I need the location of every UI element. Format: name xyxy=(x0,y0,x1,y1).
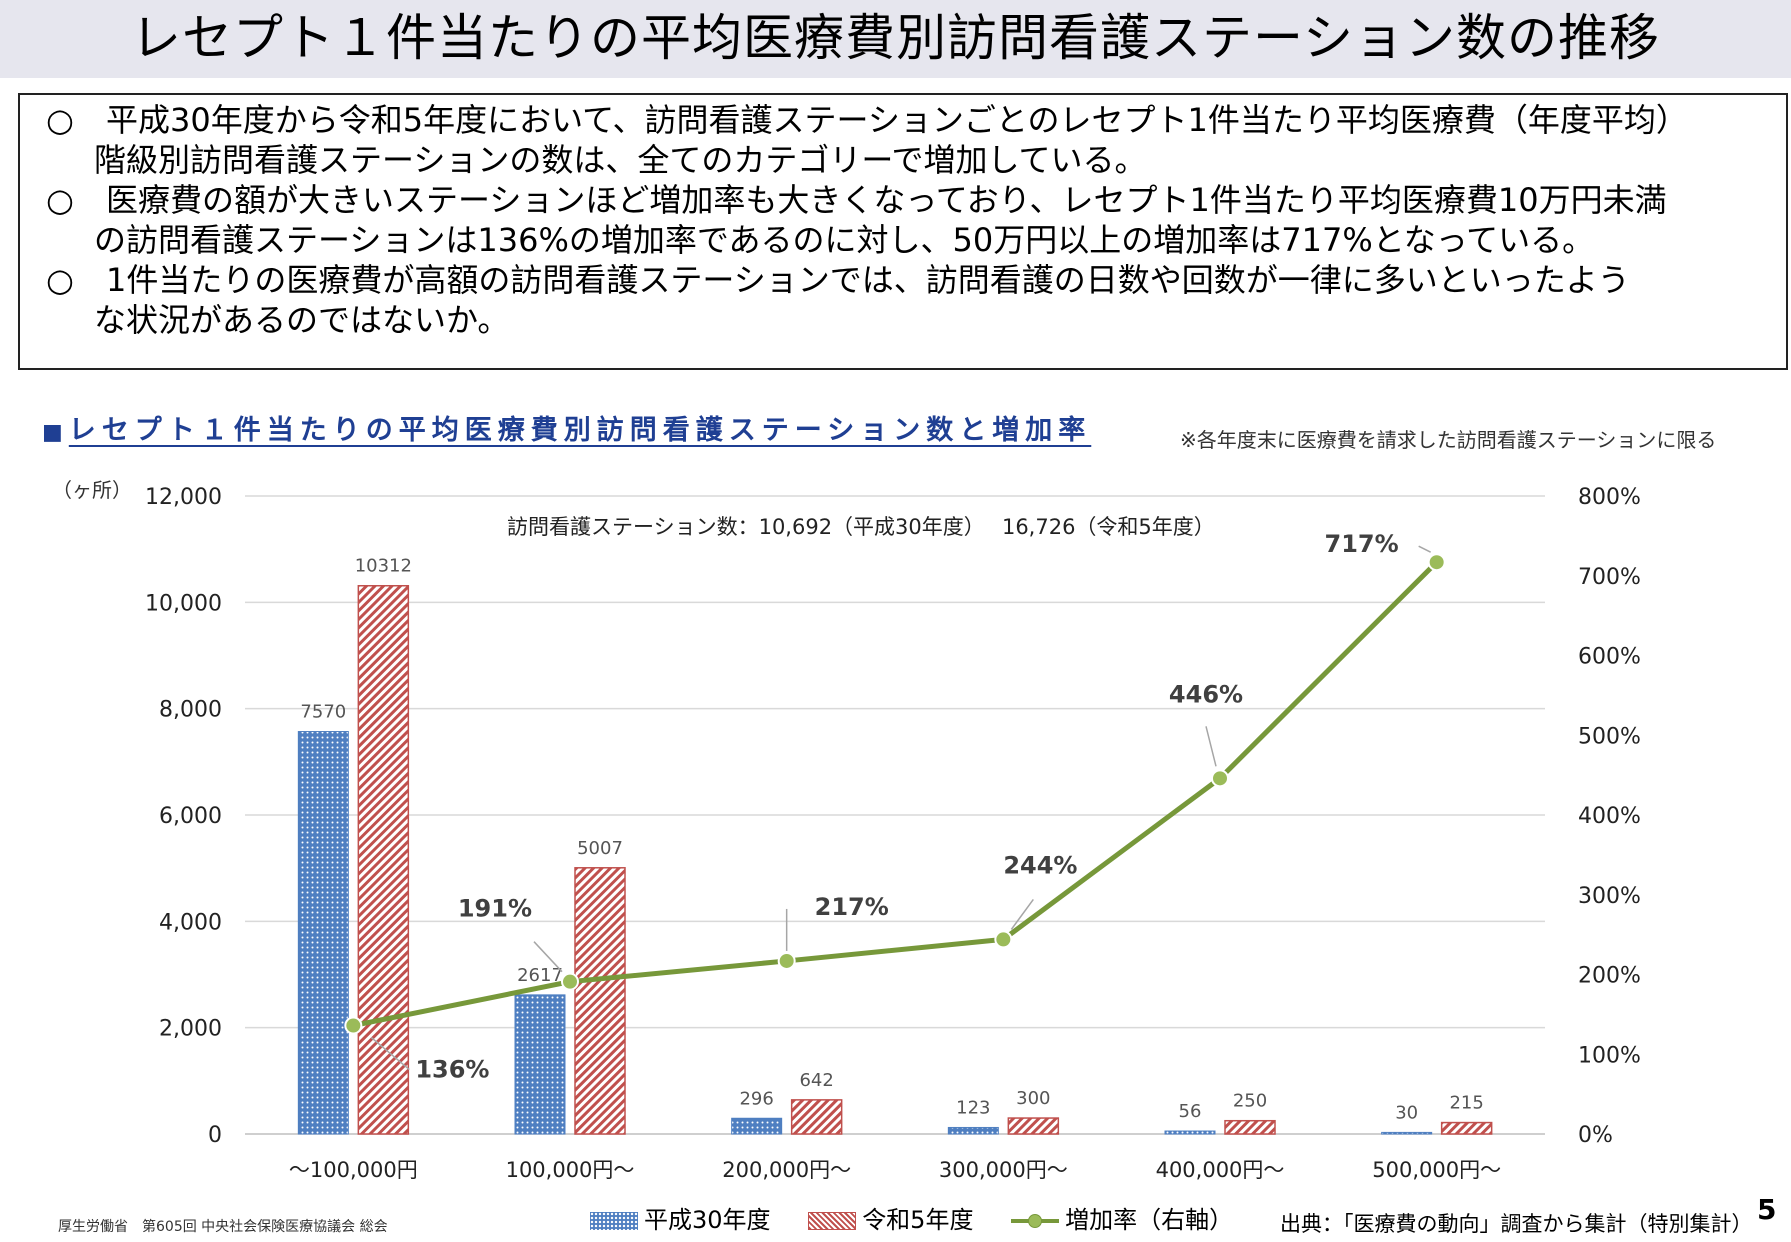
bar-r5 xyxy=(1440,1121,1493,1135)
leader-line xyxy=(370,1036,410,1071)
y2-tick-label: 400% xyxy=(1578,804,1641,829)
x-tick-label: 500,000円～ xyxy=(1372,1158,1501,1182)
summary-line-1: ○ 平成30年度から令和5年度において、訪問看護ステーションごとのレセプト1件当た… xyxy=(46,101,1688,139)
y-tick-label: 4,000 xyxy=(159,910,222,935)
rate-point xyxy=(994,930,1013,949)
legend-item-r5: 令和5年度 xyxy=(808,1200,973,1235)
leader-line xyxy=(1010,898,1034,930)
rate-label: 244% xyxy=(1003,851,1077,879)
summary-line-3: ○ 医療費の額が大きいステーションほど増加率も大きくなっており、レセプト1件当たり… xyxy=(46,181,1667,219)
y-tick-label: 6,000 xyxy=(159,804,222,829)
bar-label-r5: 10312 xyxy=(355,556,412,577)
chart-note: ※各年度末に医療費を請求した訪問看護ステーションに限る xyxy=(1180,428,1717,452)
bar-r5 xyxy=(1224,1119,1276,1135)
rate-point xyxy=(561,972,579,991)
footer-source: 出典：「医療費の動向」調査から集計（特別集計） xyxy=(1280,1212,1753,1236)
summary-box: ○ 平成30年度から令和5年度において、訪問看護ステーションごとのレセプト1件当た… xyxy=(18,93,1788,370)
bar-label-r5: 642 xyxy=(799,1070,833,1091)
summary-line-6: な状況があるのではないか。 xyxy=(94,301,510,339)
bar-r5 xyxy=(574,867,626,1135)
y-unit-label: （ヶ所） xyxy=(52,478,132,502)
y2-tick-label: 0% xyxy=(1578,1123,1613,1148)
y2-tick-label: 800% xyxy=(1578,485,1641,510)
bar-label-h30: 2617 xyxy=(517,965,563,986)
rate-label: 191% xyxy=(458,895,532,923)
square-icon: ■ xyxy=(42,420,63,445)
rate-point xyxy=(777,951,796,970)
chart-legend: 平成30年度 令和5年度 増加率（右軸） xyxy=(590,1200,1263,1235)
rate-label: 446% xyxy=(1169,680,1243,708)
x-tick-label: 300,000円～ xyxy=(939,1158,1068,1182)
y2-tick-label: 200% xyxy=(1578,964,1641,989)
chart-heading-text: レセプト１件当たりの平均医療費別訪問看護ステーション数と増加率 xyxy=(68,415,1092,446)
title-band xyxy=(0,0,1791,78)
x-tick-label: 400,000円～ xyxy=(1156,1158,1285,1182)
bar-label-h30: 7570 xyxy=(300,702,346,723)
y-tick-label: 8,000 xyxy=(159,698,222,723)
y-tick-label: 2,000 xyxy=(159,1017,222,1042)
bar-label-h30: 123 xyxy=(956,1097,990,1118)
bar-label-h30: 30 xyxy=(1395,1102,1418,1123)
y2-tick-label: 600% xyxy=(1578,645,1641,670)
legend-item-rate: 増加率（右軸） xyxy=(1011,1200,1233,1235)
legend-swatch-rate xyxy=(1011,1212,1060,1230)
y-tick-label: 0 xyxy=(208,1123,222,1148)
y-tick-label: 12,000 xyxy=(145,485,222,510)
summary-line-4: の訪問看護ステーションは136%の増加率であるのに対し、50万円以上の増加率は7… xyxy=(94,221,1595,259)
legend-swatch-r5 xyxy=(808,1212,857,1230)
y2-tick-label: 300% xyxy=(1578,884,1641,909)
bar-h30 xyxy=(731,1117,783,1135)
bar-r5 xyxy=(1007,1117,1060,1135)
bar-label-r5: 215 xyxy=(1449,1093,1483,1114)
legend-swatch-h30 xyxy=(590,1212,638,1230)
y2-tick-label: 700% xyxy=(1578,565,1641,590)
bar-h30 xyxy=(514,994,566,1135)
bullet-icon: ○ xyxy=(46,261,74,299)
bar-h30 xyxy=(947,1126,999,1135)
footer-attribution: 厚生労働省 第605回 中央社会保険医療協議会 総会 xyxy=(58,1219,388,1235)
bar-h30 xyxy=(1381,1131,1433,1135)
leader-line xyxy=(1418,545,1432,553)
rate-point xyxy=(1427,553,1446,572)
summary-line-2: 階級別訪問看護ステーションの数は、全てのカテゴリーで増加している。 xyxy=(94,141,1147,179)
rate-point xyxy=(1211,769,1229,788)
summary-line-5: ○ 1件当たりの医療費が高額の訪問看護ステーションでは、訪問看護の日数や回数が一律… xyxy=(46,261,1630,299)
y2-tick-label: 500% xyxy=(1578,724,1641,749)
chart-annotation: 訪問看護ステーション数：10,692（平成30年度） 16,726（令和5年度） xyxy=(507,515,1215,539)
rate-line xyxy=(352,560,1439,1028)
bullet-icon: ○ xyxy=(46,101,74,139)
bar-label-h30: 296 xyxy=(739,1088,773,1109)
bar-label-h30: 56 xyxy=(1179,1101,1202,1122)
page-number: 5 xyxy=(1757,1193,1777,1226)
leader-line xyxy=(1205,726,1217,767)
bar-label-r5: 250 xyxy=(1233,1091,1267,1112)
rate-label: 717% xyxy=(1325,530,1399,558)
rate-label: 217% xyxy=(815,893,889,921)
bullet-icon: ○ xyxy=(46,181,74,219)
chart-heading: ■ レセプト１件当たりの平均医療費別訪問看護ステーション数と増加率 xyxy=(42,408,1091,447)
x-tick-label: ～100,000円 xyxy=(289,1158,418,1182)
bar-h30 xyxy=(1164,1130,1216,1135)
leader-line xyxy=(533,941,563,973)
x-tick-label: 200,000円～ xyxy=(722,1158,851,1182)
bar-r5 xyxy=(357,584,410,1135)
rate-label: 136% xyxy=(415,1056,489,1084)
bar-h30 xyxy=(297,731,349,1135)
legend-item-h30: 平成30年度 xyxy=(590,1200,771,1235)
y2-tick-label: 100% xyxy=(1578,1043,1641,1068)
bar-label-r5: 5007 xyxy=(577,838,623,859)
x-tick-label: 100,000円～ xyxy=(506,1158,635,1182)
bar-r5 xyxy=(790,1099,843,1135)
page-title: レセプト１件当たりの平均医療費別訪問看護ステーション数の推移 xyxy=(131,9,1660,67)
rate-point xyxy=(344,1016,363,1035)
y-tick-label: 10,000 xyxy=(145,591,222,616)
bar-label-r5: 300 xyxy=(1016,1088,1050,1109)
